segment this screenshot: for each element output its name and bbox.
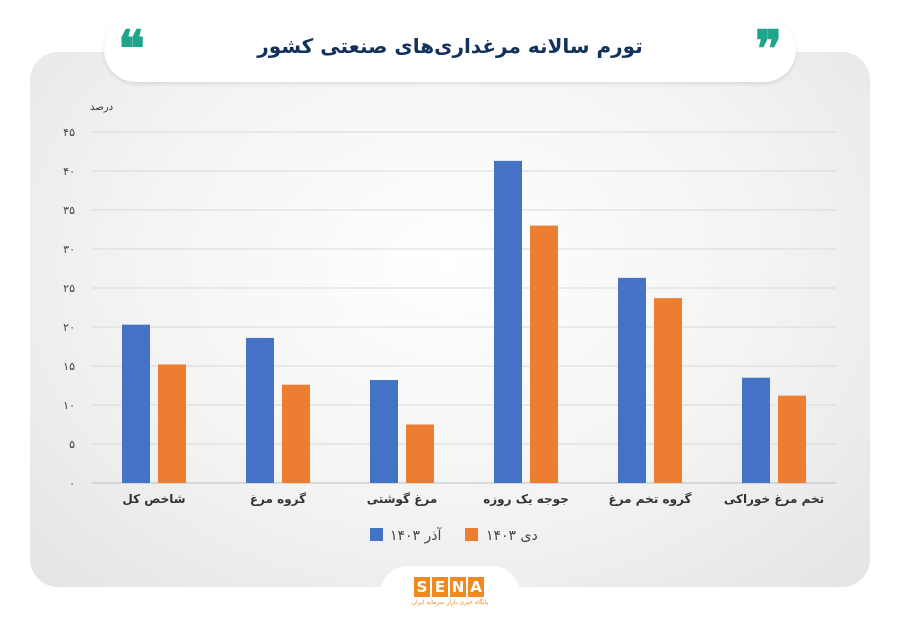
bar-series-1: [246, 337, 274, 483]
logo: S E N A پایگاه خبری بازار سرمایه ایران: [380, 566, 520, 623]
logo-letter: E: [432, 577, 448, 597]
grid-lines: [92, 131, 836, 484]
x-tick-label: جوجه یک روزه: [483, 492, 569, 507]
x-tick-label: شاخص کل: [122, 492, 185, 506]
bar-series-1: [122, 324, 150, 483]
x-tick-label: گروه مرغ: [250, 492, 306, 507]
quote-open-icon: ❝: [118, 19, 145, 78]
bar-series-2: [282, 384, 310, 483]
bar-series-1: [494, 160, 522, 484]
bar-series-2: [654, 298, 682, 483]
y-tick-label: ۲۰: [63, 321, 75, 334]
chart-card: [30, 52, 870, 587]
logo-word: S E N A: [414, 577, 486, 597]
title-banner: ❝ تورم سالانه مرغداری‌های صنعتی کشور ❞: [104, 18, 796, 82]
y-tick-label: ۰: [69, 477, 75, 490]
legend-label-series-1: آذر ۱۴۰۳: [390, 527, 443, 544]
y-tick-label: ۵: [69, 438, 75, 451]
bar-series-1: [742, 377, 770, 483]
legend: آذر ۱۴۰۳ دی ۱۴۰۳: [370, 527, 538, 544]
bar-series-2: [158, 364, 186, 483]
bar-series-2: [406, 424, 434, 483]
bar-series-1: [618, 277, 646, 483]
logo-letter: N: [450, 577, 466, 597]
y-tick-label: ۱۰: [63, 399, 75, 412]
bars: [122, 160, 806, 484]
y-tick-label: ۲۵: [63, 282, 75, 295]
logo-letter: A: [468, 577, 484, 597]
y-tick-label: ۴۰: [63, 165, 75, 178]
x-tick-label: مرغ گوشتی: [367, 492, 438, 507]
bar-series-2: [778, 395, 806, 483]
quote-close-icon: ❞: [755, 19, 782, 78]
y-tick-label: ۳۰: [63, 243, 75, 256]
x-tick-label: تخم مرغ خوراکی: [724, 492, 824, 507]
y-tick-label: ۱۵: [63, 360, 75, 373]
bar-series-1: [370, 380, 398, 483]
legend-label-series-2: دی ۱۴۰۳: [486, 528, 538, 544]
logo-subtitle: پایگاه خبری بازار سرمایه ایران: [411, 599, 489, 606]
y-axis-label: درصد: [90, 102, 113, 113]
logo-letter: S: [414, 577, 430, 597]
y-tick-label: ۴۵: [63, 126, 75, 139]
y-axis-ticks: ۰ ۵ ۱۰ ۱۵ ۲۰ ۲۵ ۳۰ ۳۵ ۴۰ ۴۵: [63, 126, 75, 490]
bar-series-2: [530, 225, 558, 483]
chart-title: تورم سالانه مرغداری‌های صنعتی کشور: [257, 34, 643, 58]
x-axis-labels: شاخص کل گروه مرغ مرغ گوشتی جوجه یک روزه گروه…: [122, 492, 824, 507]
legend-swatch-series-2: [465, 528, 478, 541]
y-tick-label: ۳۵: [63, 204, 75, 217]
x-tick-label: گروه تخم مرغ: [609, 492, 692, 507]
legend-swatch-series-1: [370, 528, 383, 541]
